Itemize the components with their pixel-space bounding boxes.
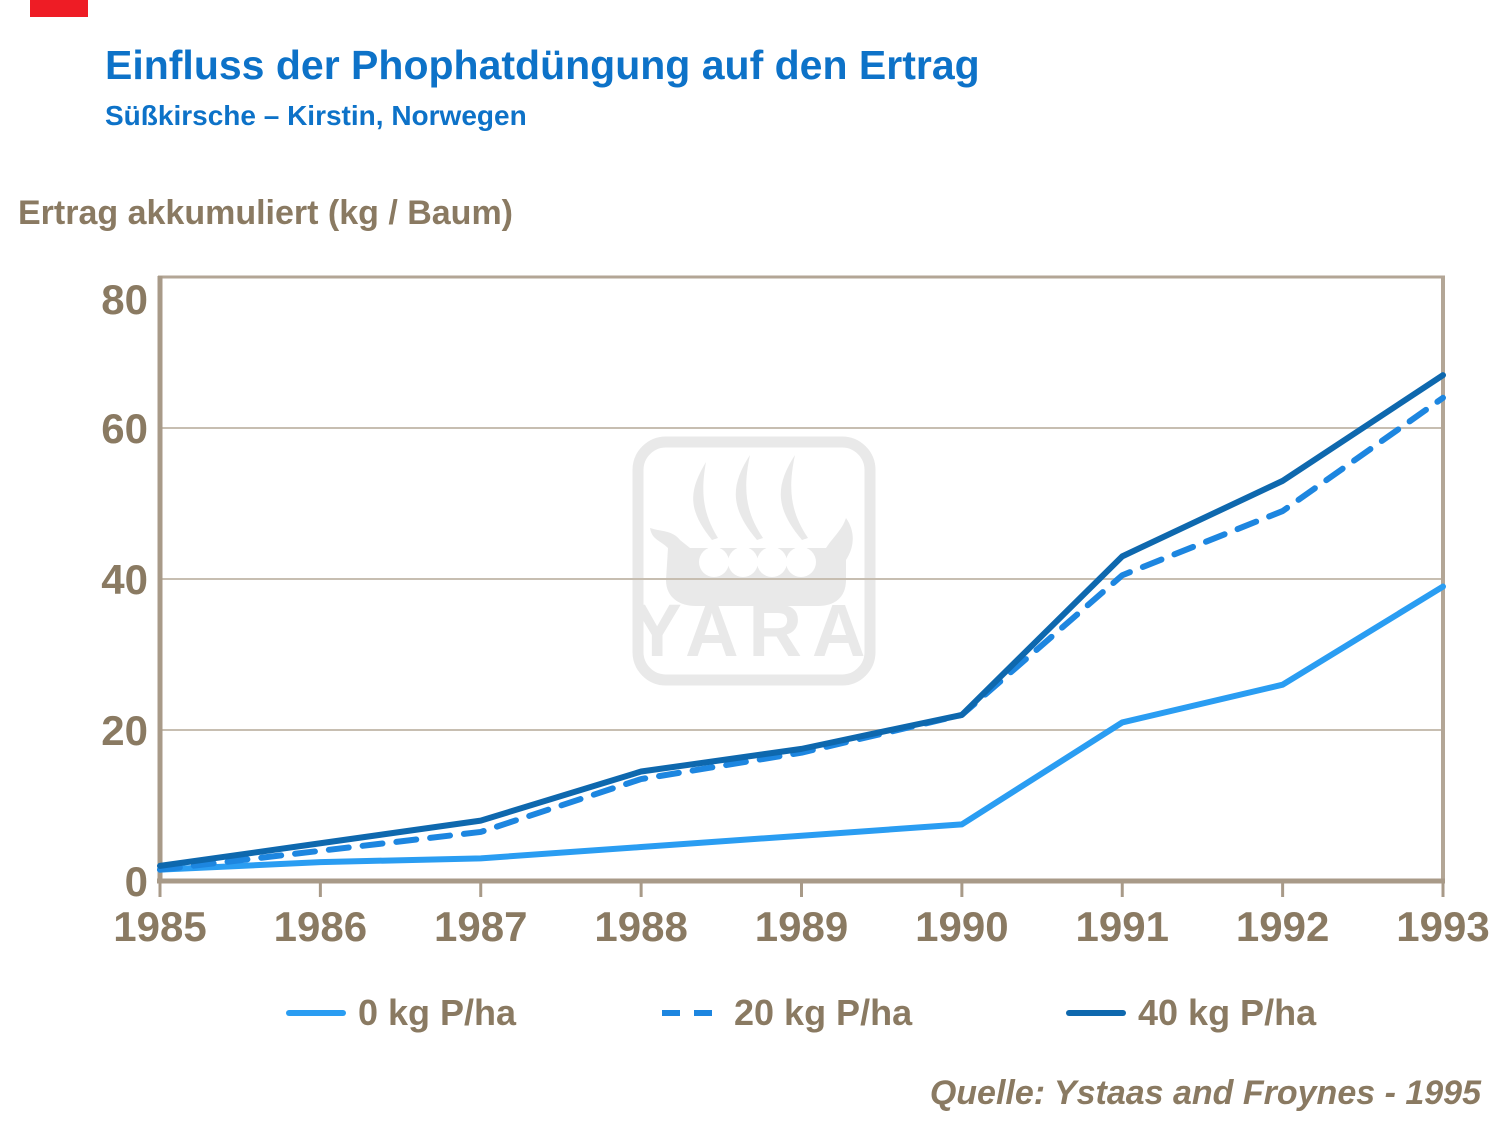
x-tick-label-1991: 1991	[1076, 903, 1169, 950]
x-tick-label-1992: 1992	[1236, 903, 1329, 950]
x-tick-label-1993: 1993	[1396, 903, 1489, 950]
legend-label: 0 kg P/ha	[358, 992, 517, 1033]
legend-item-0kg: 0 kg P/ha	[286, 990, 516, 1036]
legend-line-sample-solid-dark	[1066, 1010, 1126, 1016]
x-tick-label-1989: 1989	[755, 903, 848, 950]
viking-ship-sails-icon	[693, 455, 808, 540]
legend-label: 40 kg P/ha	[1138, 992, 1317, 1033]
yara-watermark: YARA	[632, 436, 876, 686]
series-line-40-kg-p-ha	[157, 372, 1446, 869]
watermark-wordmark: YARA	[633, 589, 876, 672]
legend-item-40kg: 40 kg P/ha	[1066, 990, 1316, 1036]
hydro-red-flag-logo	[30, 0, 88, 17]
viking-ship-hull-icon	[650, 518, 853, 606]
y-tick-label-40: 40	[101, 556, 148, 603]
legend-item-20kg: 20 kg P/ha	[660, 990, 912, 1036]
chart-title: Einfluss der Phophatdüngung auf den Ertr…	[105, 42, 980, 88]
series-line-0-kg-p-ha	[157, 583, 1446, 873]
y-axis-title: Ertrag akkumuliert (kg / Baum)	[18, 194, 514, 232]
series-line-20-kg-p-ha	[157, 394, 1446, 873]
chart-subtitle: Süßkirsche – Kirstin, Norwegen	[105, 100, 527, 131]
watermark-frame	[632, 436, 876, 686]
x-tick-label-1986: 1986	[274, 903, 367, 950]
y-tick-label-0: 0	[125, 858, 148, 905]
x-tick-label-1985: 1985	[113, 903, 206, 950]
x-tick-label-1987: 1987	[434, 903, 527, 950]
legend-label: 20 kg P/ha	[734, 992, 913, 1033]
plot-area: 1985 1986 1987 1988 1989 1990 1991 1992 1993 0 20 4…	[101, 275, 1490, 950]
y-tick-label-60: 60	[101, 405, 148, 452]
x-tick-label-1988: 1988	[594, 903, 687, 950]
chart-legend: 0 kg P/ha 20 kg P/ha 40 kg P/ha	[0, 990, 1501, 1036]
legend-line-sample-dashed	[662, 1010, 722, 1016]
y-tick-label-80: 80	[101, 276, 148, 323]
source-citation: Quelle: Ystaas and Froynes - 1995	[929, 1074, 1481, 1112]
y-tick-label-20: 20	[101, 707, 148, 754]
legend-line-sample-solid-light	[286, 1010, 346, 1016]
x-tick-label-1990: 1990	[915, 903, 1008, 950]
